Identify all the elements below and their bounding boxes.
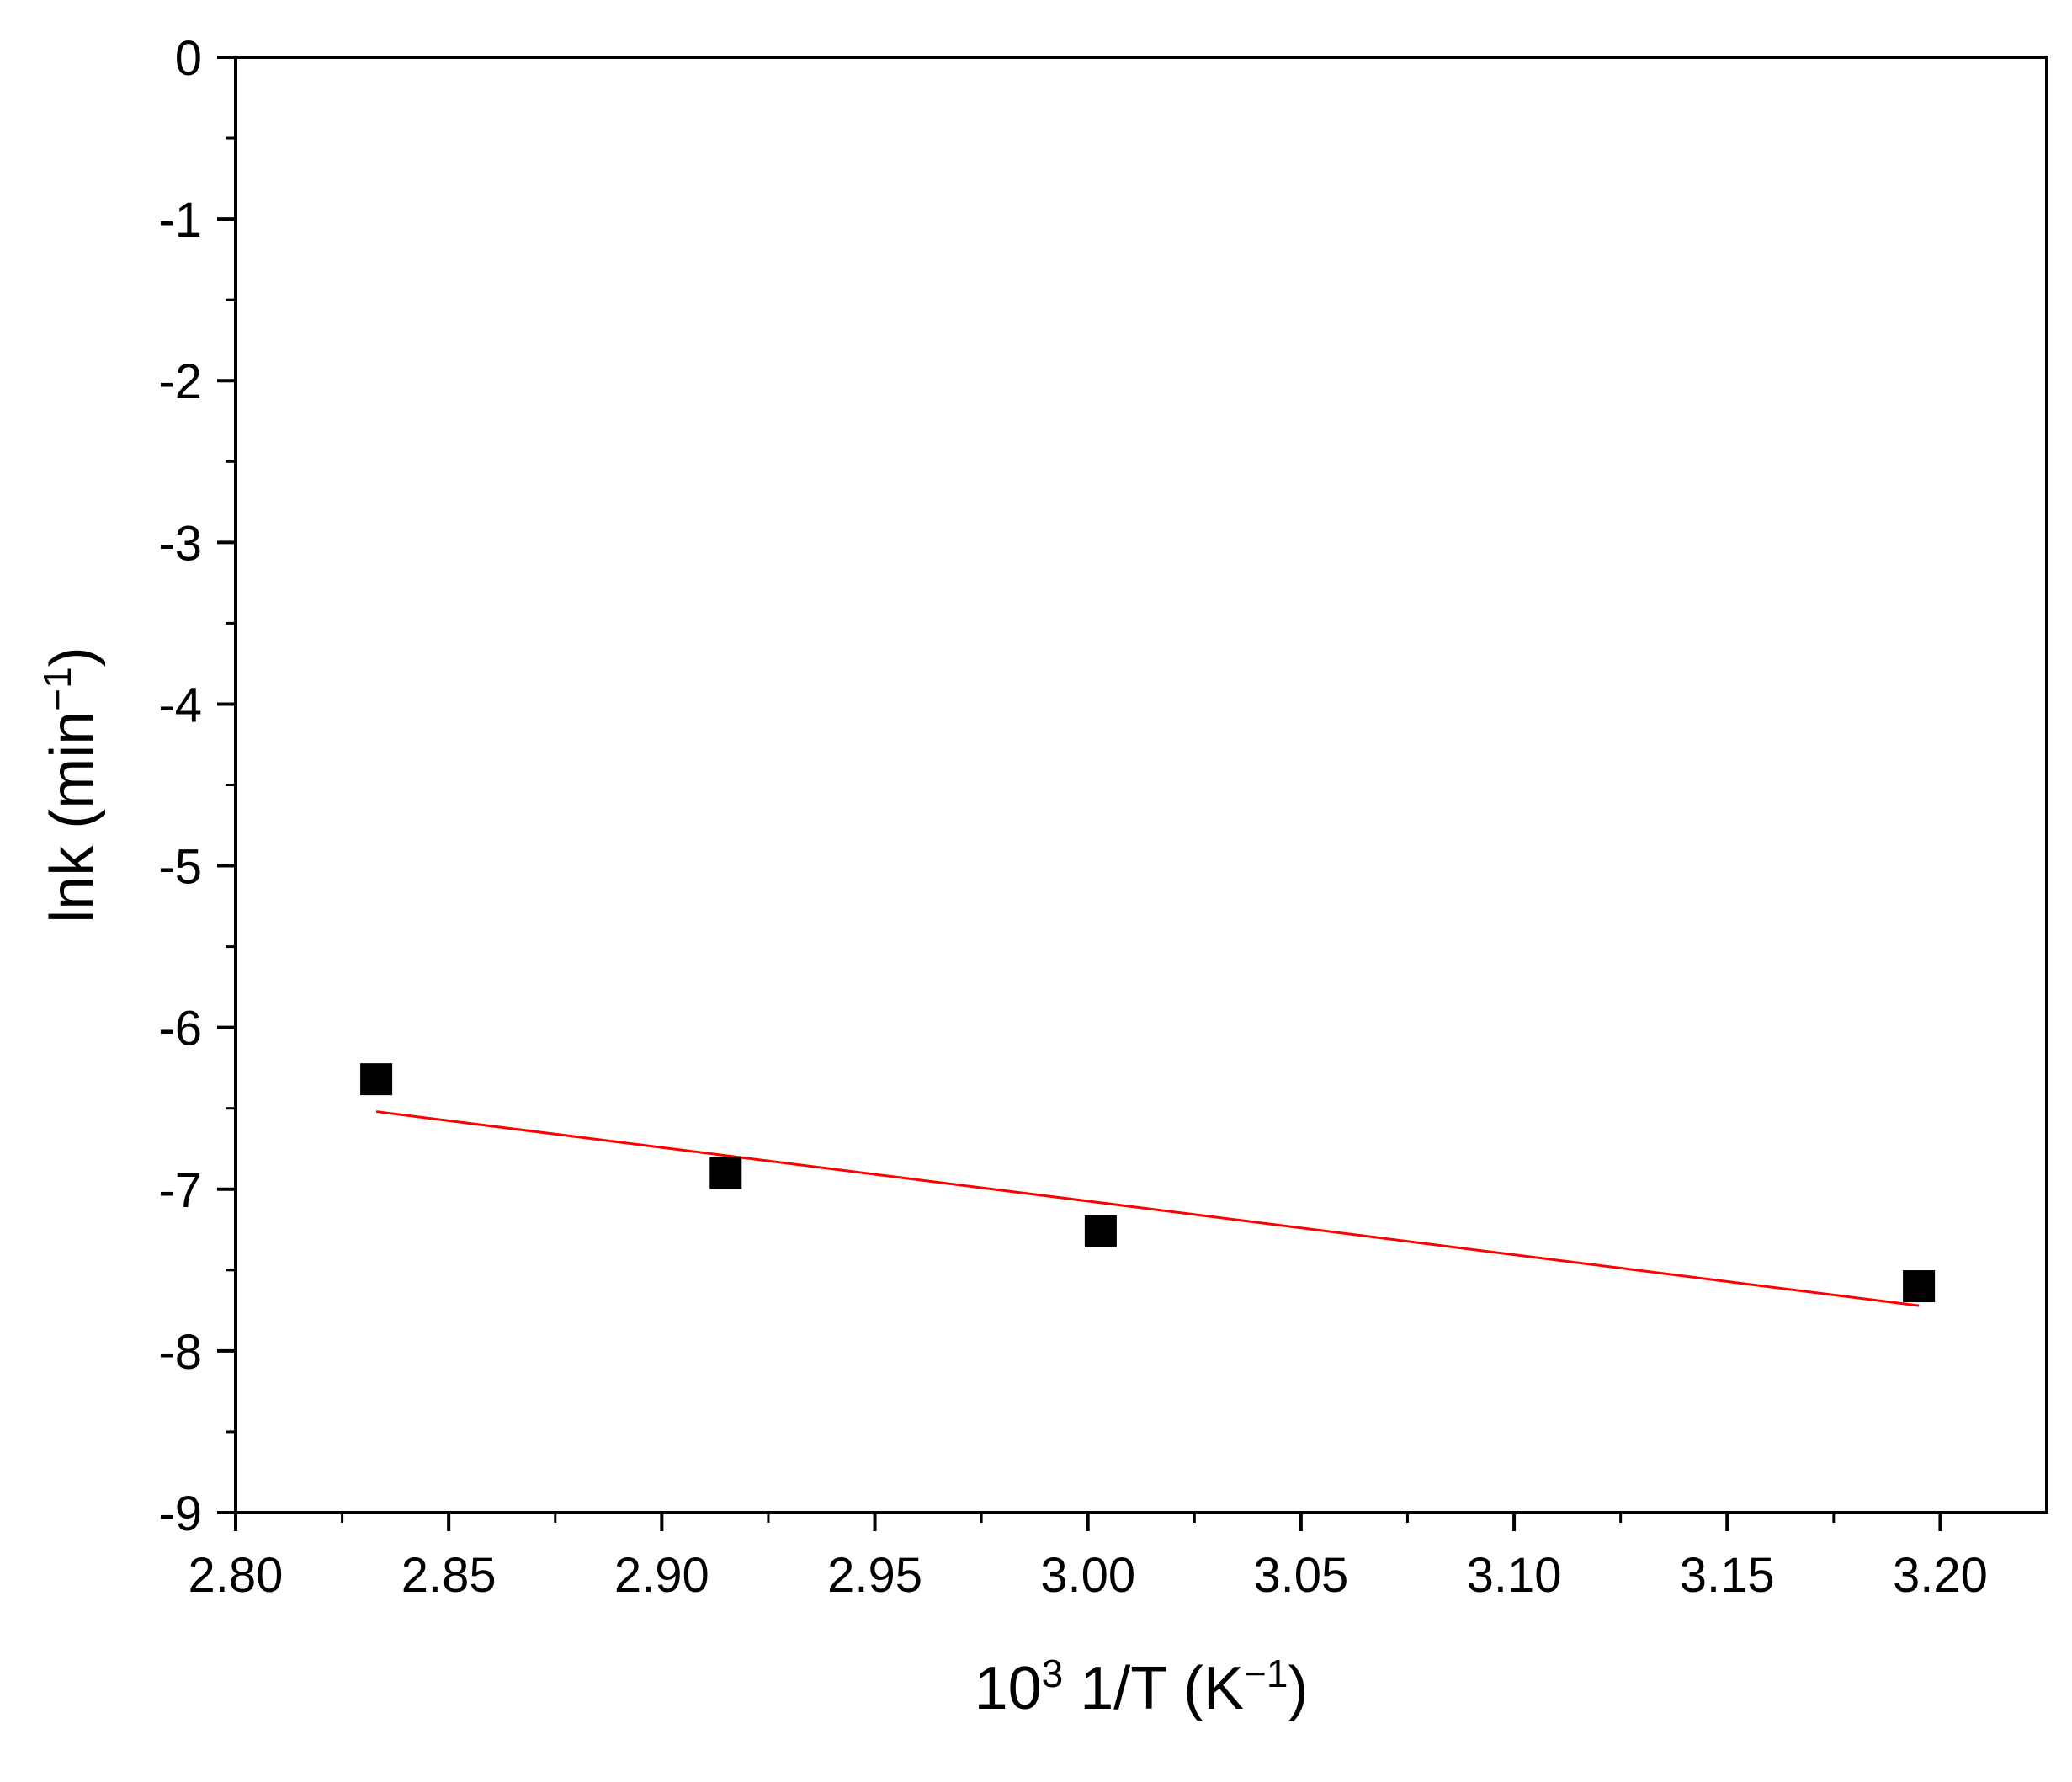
y-tick-label: -7 bbox=[158, 1163, 202, 1218]
x-tick-label: 3.10 bbox=[1467, 1548, 1562, 1603]
x-tick-label: 2.90 bbox=[614, 1548, 709, 1603]
y-axis-title-text: lnk (min bbox=[39, 711, 106, 923]
x-axis-title-text: ) bbox=[1288, 1655, 1308, 1722]
data-point bbox=[1903, 1270, 1936, 1303]
x-axis-title-superscript: −1 bbox=[1244, 1652, 1288, 1695]
y-tick-label: -8 bbox=[158, 1325, 202, 1380]
series-layer bbox=[360, 1063, 1936, 1307]
y-tick-label: -2 bbox=[158, 354, 202, 409]
plot-frame bbox=[234, 56, 2048, 1514]
x-tick-label: 2.95 bbox=[827, 1548, 922, 1603]
x-tick-label: 3.20 bbox=[1893, 1548, 1988, 1603]
y-tick-label: 0 bbox=[175, 31, 202, 86]
x-tick-label: 2.85 bbox=[401, 1548, 497, 1603]
data-point bbox=[1084, 1215, 1117, 1247]
y-tick-label: -1 bbox=[158, 193, 202, 247]
y-axis-title-superscript: −1 bbox=[35, 667, 79, 710]
x-tick-label: 3.15 bbox=[1680, 1548, 1775, 1603]
x-axis-title-text: 10 bbox=[975, 1655, 1042, 1722]
x-axis-title-text: 1/T (K bbox=[1063, 1655, 1244, 1722]
fit-line bbox=[375, 1110, 1920, 1307]
data-point bbox=[709, 1157, 742, 1189]
y-axis-title-text: ) bbox=[39, 646, 106, 667]
x-tick-label: 2.80 bbox=[189, 1548, 284, 1603]
y-axis-title: lnk (min−1) bbox=[35, 646, 106, 923]
ticks-layer: 2.80 2.85 2.90 2.95 3.00 3.05 3.10 3.15 3.20 0 -1 -… bbox=[158, 31, 1987, 1603]
y-tick-label: -6 bbox=[158, 1002, 202, 1056]
x-tick-label: 3.05 bbox=[1253, 1548, 1348, 1603]
x-tick-label: 3.00 bbox=[1040, 1548, 1135, 1603]
x-axis-title-superscript: 3 bbox=[1042, 1652, 1064, 1695]
y-tick-label: -4 bbox=[158, 678, 202, 732]
data-point bbox=[360, 1063, 393, 1096]
y-tick-label: -3 bbox=[158, 516, 202, 571]
x-axis-title: 103 1/T (K−1) bbox=[975, 1652, 1309, 1722]
y-tick-label: -5 bbox=[158, 840, 202, 895]
y-tick-label: -9 bbox=[158, 1487, 202, 1541]
